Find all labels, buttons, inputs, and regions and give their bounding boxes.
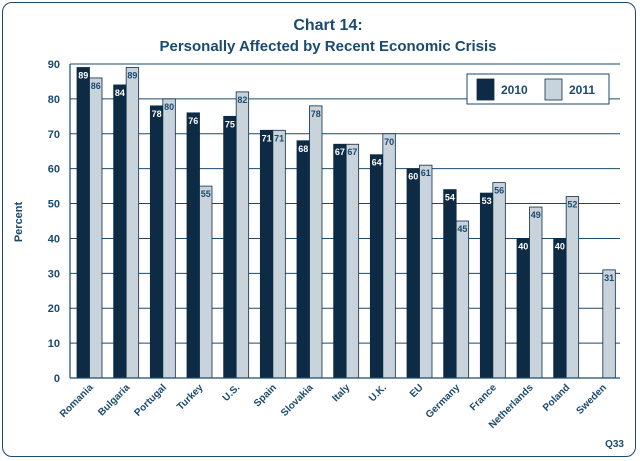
bar-2010 — [553, 238, 567, 379]
data-label: 86 — [91, 81, 101, 91]
x-tick-label: Germany — [424, 382, 463, 421]
data-label: 60 — [408, 172, 418, 182]
data-label: 89 — [78, 70, 88, 80]
legend-label: 2011 — [569, 83, 595, 97]
bar-2010 — [76, 67, 90, 379]
bar-2011 — [309, 105, 323, 379]
data-label: 40 — [518, 241, 528, 251]
y-tick-label: 10 — [48, 338, 60, 350]
data-label: 71 — [262, 133, 272, 143]
bar-2010 — [333, 143, 347, 379]
legend-swatch-2010 — [476, 78, 495, 101]
bar-2011 — [492, 182, 506, 379]
legend: 2010 2011 — [466, 73, 610, 105]
x-tick-label: U.K. — [367, 382, 389, 404]
bar-2011 — [162, 98, 176, 379]
bar-2011 — [529, 206, 543, 379]
data-label: 75 — [225, 119, 235, 129]
bar-2010 — [259, 129, 274, 379]
bar-2011 — [455, 220, 470, 379]
legend-swatch-2011 — [544, 78, 563, 101]
x-tick-label: Italy — [330, 382, 352, 404]
x-tick-label: Portugal — [132, 382, 169, 419]
bar-2011 — [235, 91, 250, 379]
data-label: 64 — [372, 158, 382, 168]
bar-2011 — [602, 269, 616, 379]
y-tick-label: 20 — [48, 303, 60, 315]
data-label: 84 — [115, 88, 125, 98]
y-tick-label: 90 — [48, 59, 60, 71]
bar-2011 — [272, 129, 286, 379]
bar-2011 — [125, 67, 140, 379]
y-tick-label: 0 — [54, 373, 60, 385]
bar-2011 — [565, 196, 580, 379]
data-label: 82 — [237, 95, 247, 105]
data-label: 78 — [311, 109, 321, 119]
bar-2011 — [382, 133, 396, 379]
bar-2011 — [199, 185, 213, 379]
data-label: 71 — [274, 133, 284, 143]
x-tick-label: Bulgaria — [96, 382, 132, 418]
y-tick-label: 50 — [48, 199, 60, 211]
bar-2010 — [149, 105, 164, 379]
bar-2011 — [345, 143, 360, 379]
y-axis-label: Percent — [13, 201, 25, 242]
y-tick-label: 70 — [48, 129, 60, 141]
y-tick-label: 60 — [48, 164, 60, 176]
data-label: 52 — [567, 200, 577, 210]
data-label: 76 — [188, 116, 198, 126]
plot-area: 01020304050607080908986Romania8489Bulgar… — [48, 59, 620, 431]
x-tick-label: Spain — [252, 382, 279, 409]
x-tick-label: Romania — [58, 382, 96, 420]
x-tick-label: France — [468, 382, 499, 413]
bar-2010 — [479, 192, 494, 379]
y-tick-label: 40 — [48, 233, 60, 245]
y-tick-label: 80 — [48, 94, 60, 106]
legend-label: 2010 — [501, 83, 528, 97]
data-label: 67 — [347, 147, 357, 157]
data-label: 80 — [164, 102, 174, 112]
x-tick-label: Sweden — [574, 382, 609, 417]
data-label: 89 — [127, 70, 137, 80]
data-label: 54 — [445, 193, 455, 203]
bar-2010 — [223, 115, 237, 379]
data-label: 45 — [457, 224, 467, 234]
bar-2011 — [89, 77, 103, 379]
x-tick-label: Slovakia — [279, 382, 316, 419]
bar-2010 — [516, 238, 530, 379]
x-tick-label: Turkey — [175, 382, 206, 413]
bar-2010 — [369, 154, 384, 379]
x-tick-label: EU — [408, 382, 426, 400]
bar-2010 — [296, 140, 310, 379]
data-label: 67 — [335, 147, 345, 157]
bar-2011 — [419, 164, 433, 379]
data-label: 70 — [384, 137, 394, 147]
data-label: 56 — [494, 186, 504, 196]
bar-2010 — [186, 112, 200, 379]
data-label: 78 — [152, 109, 162, 119]
bar-2010 — [406, 168, 420, 379]
data-label: 31 — [604, 273, 614, 283]
data-label: 68 — [298, 144, 308, 154]
y-tick-label: 30 — [48, 268, 60, 280]
bar-2010 — [443, 189, 457, 379]
x-tick-label: Poland — [541, 382, 572, 413]
x-tick-label: U.S. — [221, 382, 243, 404]
data-label: 61 — [421, 168, 431, 178]
data-label: 53 — [482, 196, 492, 206]
data-label: 40 — [555, 241, 565, 251]
bar-2010 — [113, 84, 127, 379]
data-label: 55 — [201, 189, 211, 199]
footnote: Q33 — [605, 439, 624, 450]
chart-subtitle: Personally Affected by Recent Economic C… — [159, 38, 496, 55]
data-label: 49 — [531, 210, 541, 220]
chart-title: Chart 14: — [293, 17, 362, 34]
